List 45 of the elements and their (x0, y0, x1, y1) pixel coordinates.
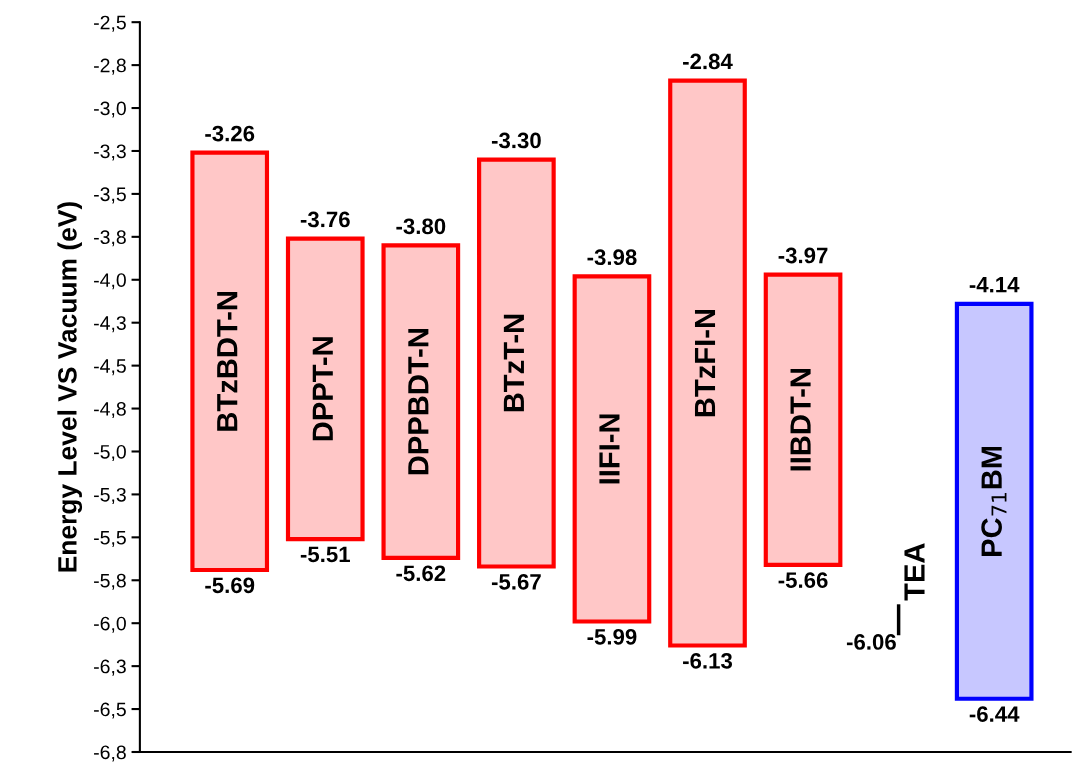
x-tick-label: IIFI-N (599, 414, 620, 484)
y-tick-label: -3,3 (94, 144, 126, 161)
annotation: -5.51 (300, 546, 350, 563)
x-tick-label: IIBDT-N (790, 369, 811, 471)
annotation: -2.84 (683, 53, 733, 70)
y-tick-label: -6,5 (94, 702, 126, 719)
y-tick-label: -2,5 (94, 15, 126, 32)
y-tick-label: -4,8 (94, 402, 126, 419)
x-tick-label: BTzT-N (503, 314, 524, 412)
y-tick-label: -6,3 (94, 659, 126, 676)
x-tick-label: PC$_{71}$BM (981, 446, 1007, 556)
annotation: -6.44 (969, 706, 1020, 722)
y-tick-label: -5,3 (94, 487, 126, 504)
annotation: -5.67 (491, 573, 541, 590)
annotation: -6.06 (846, 634, 896, 650)
y-axis-title: Energy Level VS Vacuum (eV) (57, 202, 83, 572)
y-tick-label: -3,0 (94, 101, 126, 118)
x-tick-label: DPPT-N (312, 337, 333, 441)
y-tick-label: -3,8 (94, 230, 126, 247)
annotation: -5.99 (587, 628, 637, 645)
x-tick-label: BTzBDT-N (217, 292, 238, 431)
annotation: -3.80 (396, 218, 446, 235)
y-tick-label: -5,0 (94, 444, 126, 462)
annotation: -4.14 (969, 277, 1020, 293)
annotation: -3.97 (778, 247, 828, 264)
y-tick-label: -6,8 (94, 745, 126, 762)
x-tick-label: DPPBDT-N (408, 329, 429, 475)
y-tick-label: -4,5 (94, 359, 126, 376)
y-tick-label: -2,8 (94, 58, 126, 75)
x-tick-label: TEA (904, 543, 925, 601)
annotation: -5.69 (205, 577, 255, 594)
y-tick-label: -6,0 (94, 616, 126, 633)
y-tick-label: -5,8 (94, 573, 126, 590)
y-tick-label: -4,3 (94, 316, 126, 333)
annotation: -5.66 (778, 572, 828, 589)
annotation: -6.13 (683, 652, 733, 669)
annotation: -5.62 (396, 565, 446, 582)
y-tick-label: -3,5 (94, 187, 126, 204)
y-tick-label: -5,5 (94, 531, 126, 547)
annotation: -3.30 (491, 132, 541, 149)
y-tick-label: -4,0 (94, 273, 126, 290)
annotation: -3.98 (587, 249, 637, 266)
annotation: -3.26 (205, 125, 255, 142)
annotation: -3.76 (300, 211, 350, 228)
x-tick-label: BTzFI-N (694, 309, 716, 417)
